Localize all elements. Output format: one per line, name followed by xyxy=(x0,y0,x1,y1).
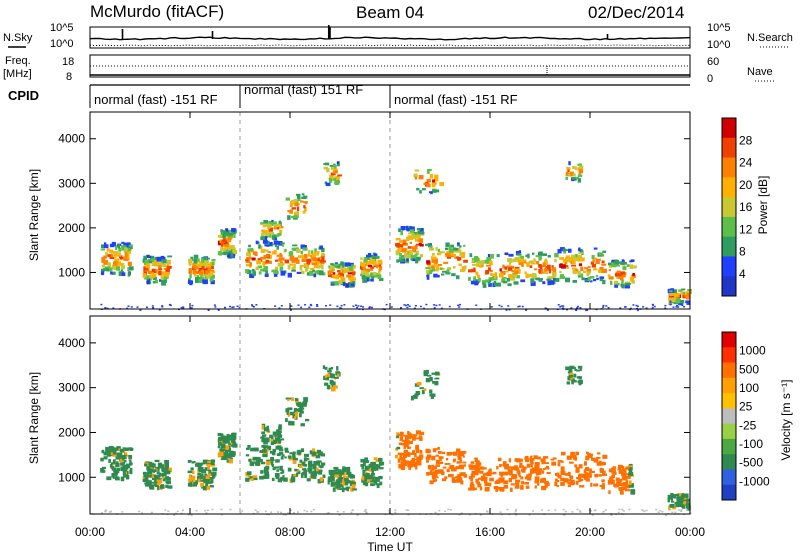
colorbar-tick-label: 100 xyxy=(739,381,759,395)
range-tick-label: 4000 xyxy=(58,336,85,350)
colorbar-tick-label: -1000 xyxy=(739,474,770,488)
nave-label: Nave xyxy=(747,66,773,78)
time-tick-label: 08:00 xyxy=(275,525,305,539)
colorbar-tick-label: -100 xyxy=(739,437,763,451)
colorbar-tick-label: -500 xyxy=(739,456,763,470)
power-ylabel: Slant Range [km] xyxy=(27,169,41,261)
power-colorbar: 28 24 20 16 12 8 4 xyxy=(721,117,753,297)
nsky-series-line xyxy=(89,36,691,41)
freq-left-tick-top: 18 xyxy=(62,56,74,68)
velocity-colorbar-label: Velocity [m s⁻¹] xyxy=(779,379,793,460)
noise-left-tick-top: 10^5 xyxy=(50,22,74,34)
colorbar-tick-label: -25 xyxy=(739,418,757,432)
power-heatmap-cells xyxy=(100,112,692,312)
cpid-segment-label: normal (fast) 151 RF xyxy=(244,82,363,97)
time-axis-label: Time UT xyxy=(367,540,413,554)
power-colorbar-label: Power [dB] xyxy=(756,176,770,235)
velocity-panel: 4000 3000 2000 1000 Slant Range [km] 1000 50… xyxy=(27,315,793,517)
time-tick-label: 00:00 xyxy=(675,525,705,539)
time-axis: 00:00 04:00 08:00 12:00 16:00 20:00 00:00 xyxy=(75,112,705,539)
freq-right-tick-bottom: 0 xyxy=(707,73,713,85)
time-tick-label: 16:00 xyxy=(475,525,505,539)
nsearch-label: N.Search xyxy=(747,32,793,44)
range-tick-label: 1000 xyxy=(58,470,85,484)
colorbar-tick-label: 12 xyxy=(739,222,753,236)
range-tick-label: 2000 xyxy=(58,221,85,235)
nsky-label: N.Sky xyxy=(3,32,33,44)
freq-right-tick-top: 60 xyxy=(707,56,719,68)
range-tick-label: 1000 xyxy=(58,265,85,279)
range-tick-label: 3000 xyxy=(58,176,85,190)
cpid-segment-label: normal (fast) -151 RF xyxy=(394,92,518,107)
nsearch-series-line xyxy=(89,44,691,47)
time-tick-label: 20:00 xyxy=(575,525,605,539)
colorbar-tick-label: 16 xyxy=(739,200,753,214)
noise-right-tick-bottom: 10^0 xyxy=(707,39,731,51)
cpid-segment-label: normal (fast) -151 RF xyxy=(94,92,218,107)
nsky-spikes xyxy=(121,25,609,39)
cpid-label: CPID xyxy=(8,88,39,103)
velocity-colorbar: 1000 500 100 25 -25 -100 -500 -1000 xyxy=(721,331,770,501)
range-tick-label: 4000 xyxy=(58,132,85,146)
time-tick-label: 12:00 xyxy=(375,525,405,539)
colorbar-tick-label: 8 xyxy=(739,245,746,259)
station-title: McMurdo (fitACF) xyxy=(90,2,224,21)
velocity-heatmap-cells xyxy=(91,316,692,517)
cpid-panel: CPID normal (fast) -151 RF normal (fast) … xyxy=(8,82,690,108)
colorbar-tick-label: 4 xyxy=(739,267,746,281)
beam-title: Beam 04 xyxy=(356,3,424,22)
freq-label-line2: [MHz] xyxy=(3,68,32,80)
freq-left-tick-bottom: 8 xyxy=(66,71,72,83)
range-tick-label: 2000 xyxy=(58,425,85,439)
time-tick-label: 00:00 xyxy=(75,525,105,539)
range-tick-label: 3000 xyxy=(58,381,85,395)
time-tick-label: 04:00 xyxy=(175,525,205,539)
colorbar-tick-label: 25 xyxy=(739,400,753,414)
velocity-ylabel: Slant Range [km] xyxy=(27,372,41,464)
freq-label-line1: Freq. xyxy=(5,55,31,67)
freq-panel: 18 8 60 0 Freq. [MHz] Nave xyxy=(3,54,775,85)
colorbar-tick-label: 24 xyxy=(739,156,753,170)
power-panel: 4000 3000 2000 1000 Slant Range [km] 28 24 20… xyxy=(27,111,770,312)
colorbar-tick-label: 1000 xyxy=(739,344,766,358)
noise-right-tick-top: 10^5 xyxy=(707,22,731,34)
noise-panel: 10^5 10^0 10^5 10^0 N.Sky N.Search xyxy=(3,22,793,51)
colorbar-tick-label: 28 xyxy=(739,133,753,147)
colorbar-tick-label: 500 xyxy=(739,362,759,376)
date-title: 02/Dec/2014 xyxy=(588,3,684,22)
colorbar-tick-label: 20 xyxy=(739,178,753,192)
noise-left-tick-bottom: 10^0 xyxy=(50,38,74,50)
